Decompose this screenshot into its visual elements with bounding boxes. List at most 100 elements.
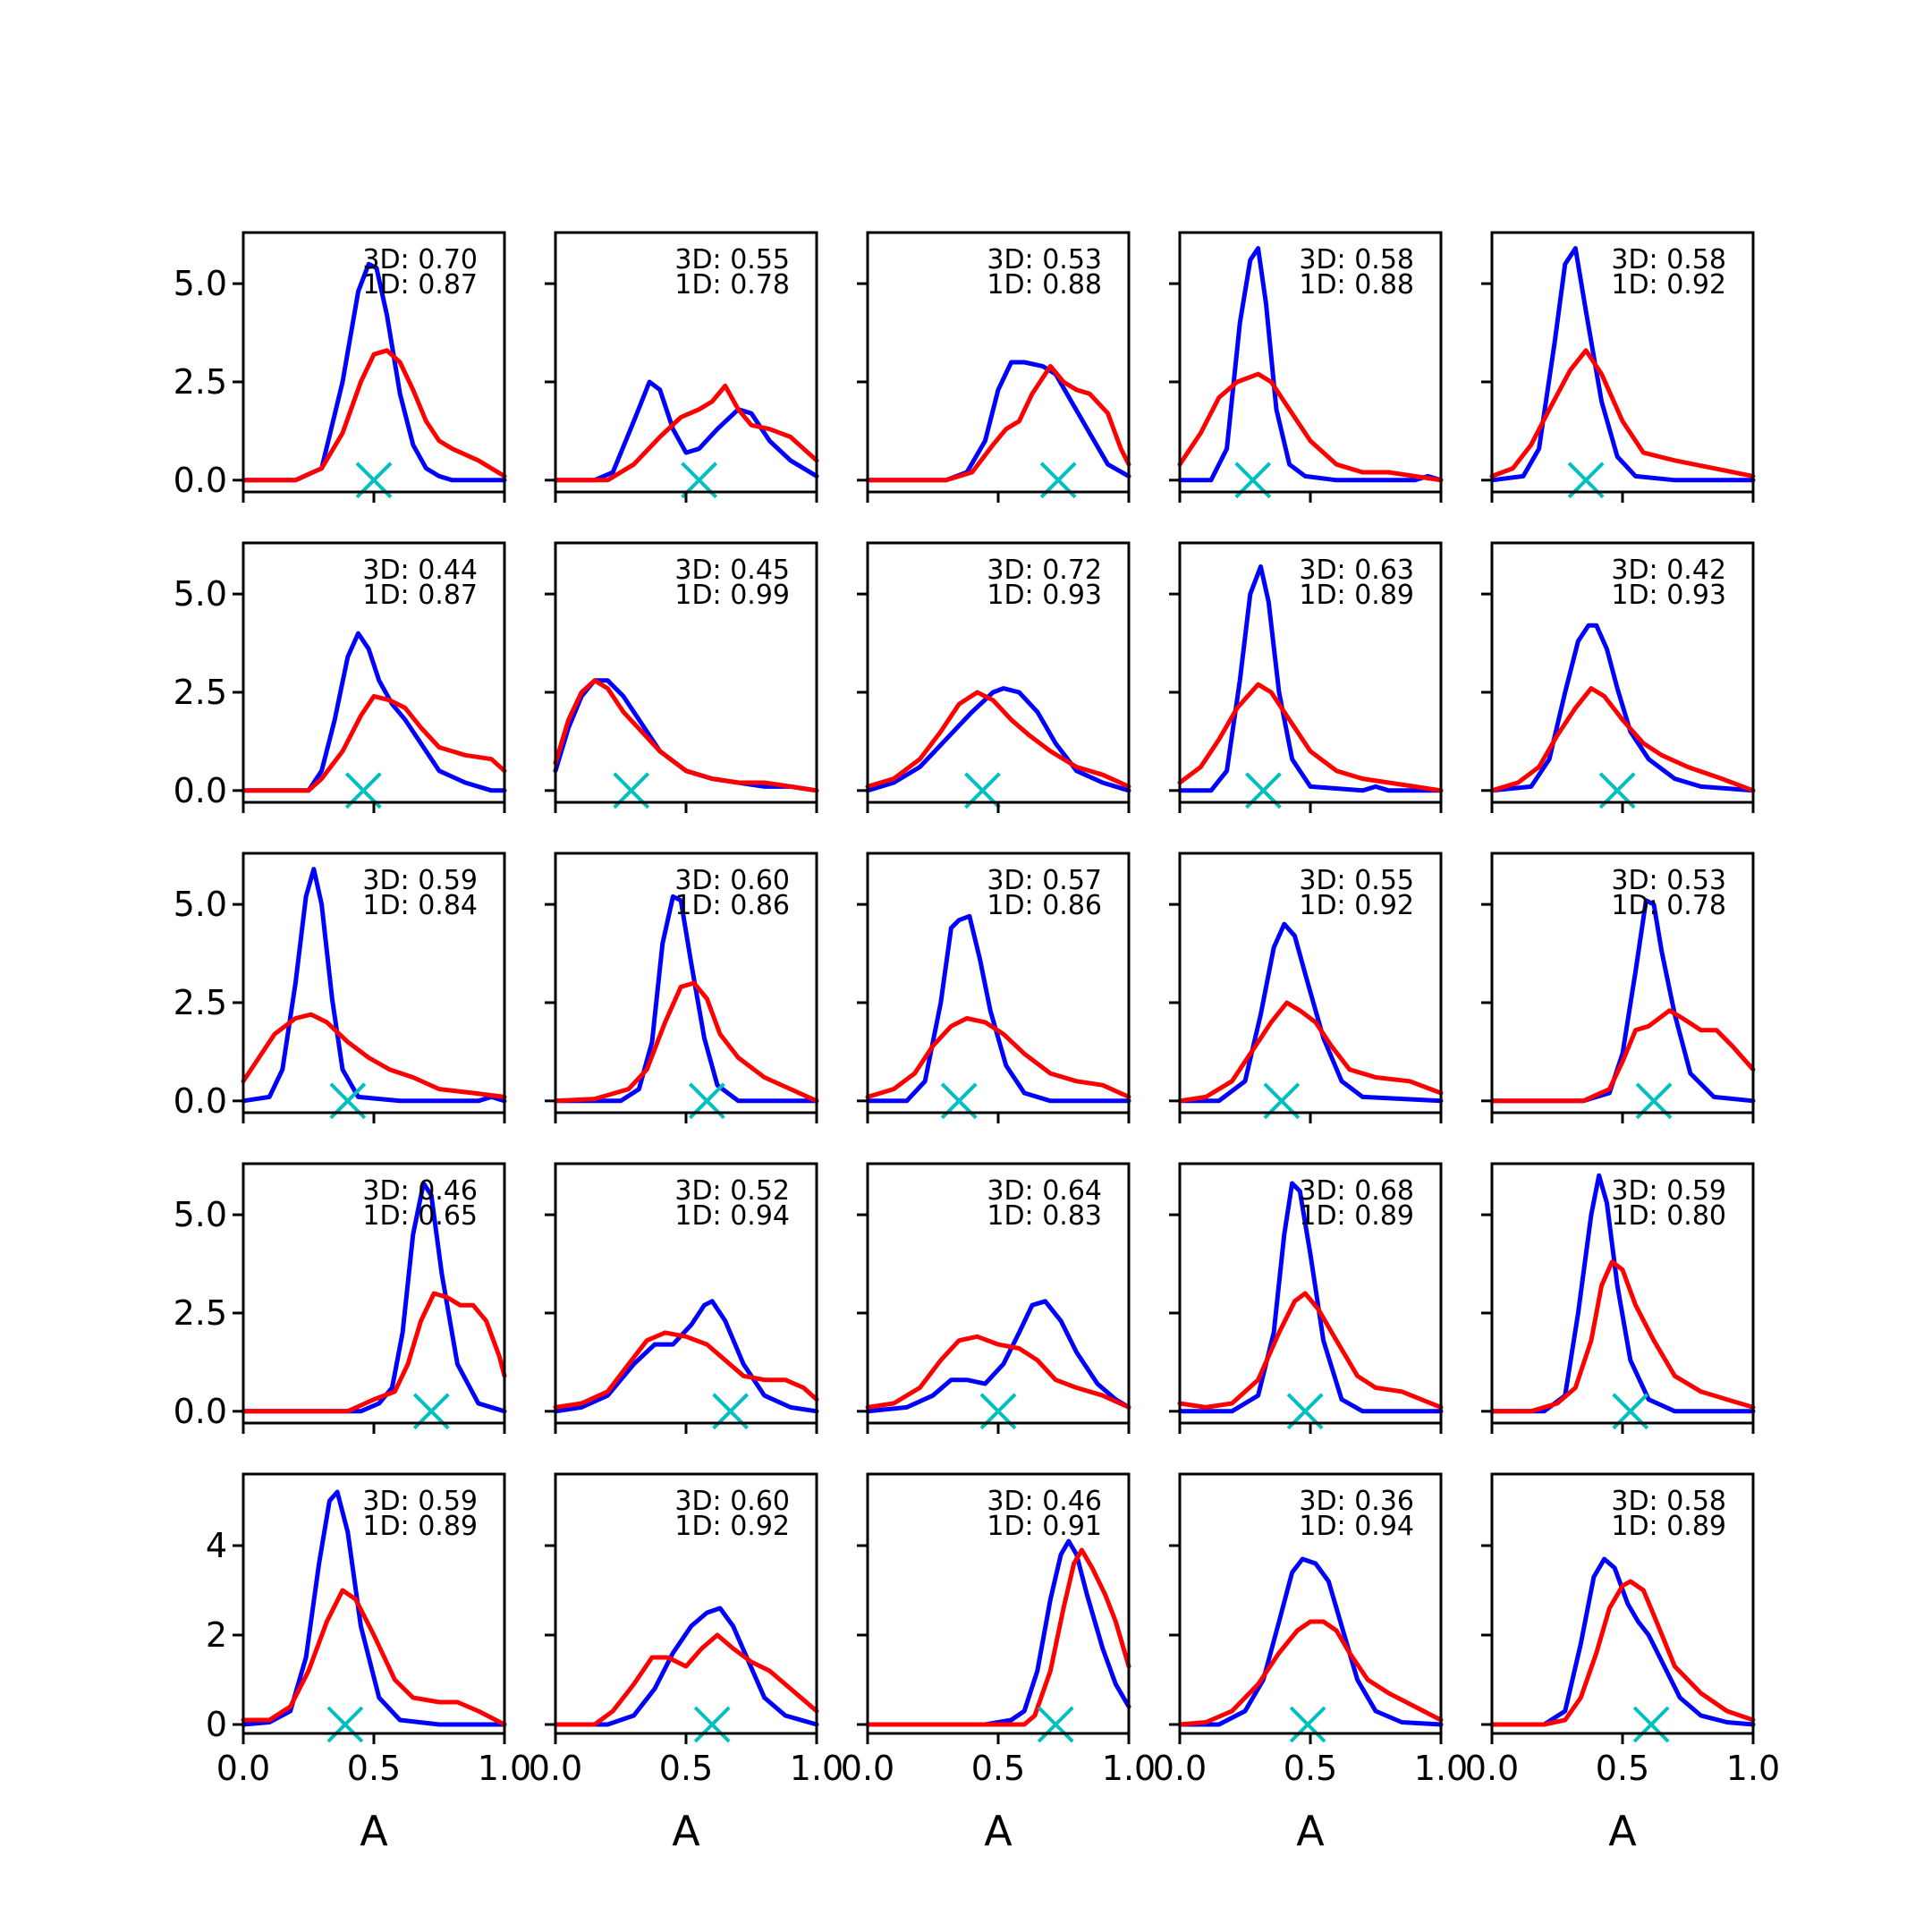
red-curve [1489, 1008, 1756, 1104]
red-curve [865, 690, 1131, 789]
y-tick-label: 2.5 [174, 362, 227, 402]
annotation-1d: 1D: 0.99 [674, 580, 790, 611]
annotation-1d: 1D: 0.91 [987, 1511, 1102, 1542]
red-curve [553, 1632, 819, 1727]
annotation-1d: 1D: 0.89 [1299, 1200, 1414, 1232]
blue-curve [865, 1538, 1131, 1727]
annotation-1d: 1D: 0.93 [987, 580, 1102, 611]
red-curve [1489, 1259, 1756, 1414]
annotation-1d: 1D: 0.87 [362, 269, 478, 301]
blue-curve [553, 1299, 819, 1414]
annotation-3d: 3D: 0.59 [362, 1486, 478, 1517]
y-tick-label: 5.0 [174, 264, 227, 303]
x-axis-label: A [1608, 1807, 1637, 1855]
blue-curve [241, 631, 507, 793]
x-tick-label: 0.5 [1596, 1749, 1649, 1788]
red-curve [1177, 1291, 1444, 1410]
marker-stroke [693, 1706, 731, 1743]
annotation-1d: 1D: 0.84 [362, 890, 478, 921]
true-value-marker [1632, 1706, 1670, 1743]
y-tick-label: 0 [206, 1705, 227, 1744]
true-value-marker [1037, 1706, 1074, 1743]
annotation-3d: 3D: 0.44 [362, 555, 478, 586]
annotation-3d: 3D: 0.36 [1299, 1486, 1414, 1517]
annotation-1d: 1D: 0.88 [987, 269, 1102, 301]
annotation-1d: 1D: 0.80 [1611, 1200, 1726, 1232]
y-tick-label: 0.0 [174, 771, 227, 810]
annotation-3d: 3D: 0.46 [362, 1175, 478, 1207]
red-curve [241, 1291, 507, 1414]
marker-stroke [1632, 1706, 1670, 1743]
annotation-1d: 1D: 0.94 [674, 1200, 790, 1232]
x-tick-label: 0.5 [971, 1749, 1025, 1788]
red-curve [865, 1334, 1131, 1410]
annotation-3d: 3D: 0.45 [674, 555, 790, 586]
annotation-3d: 3D: 0.55 [1299, 865, 1414, 896]
red-curve [865, 363, 1131, 483]
annotation-3d: 3D: 0.72 [987, 555, 1102, 586]
y-tick-label: 0.0 [174, 1081, 227, 1121]
red-curve [241, 1588, 507, 1727]
marker-stroke [326, 1706, 364, 1743]
blue-curve [1177, 564, 1444, 793]
x-tick-label: 0.0 [1465, 1749, 1519, 1788]
x-tick-label: 0.0 [841, 1749, 894, 1788]
red-curve [241, 1012, 507, 1099]
annotation-3d: 3D: 0.59 [362, 865, 478, 896]
annotation-3d: 3D: 0.53 [987, 244, 1102, 275]
annotation-1d: 1D: 0.87 [362, 580, 478, 611]
annotation-1d: 1D: 0.86 [987, 890, 1102, 921]
y-tick-label: 2.5 [174, 673, 227, 712]
blue-curve [241, 1181, 507, 1414]
blue-curve [553, 678, 819, 793]
annotation-3d: 3D: 0.60 [674, 865, 790, 896]
red-curve [1489, 686, 1756, 793]
x-tick-label: 0.0 [1153, 1749, 1207, 1788]
red-curve [1177, 682, 1444, 793]
blue-curve [241, 261, 507, 483]
x-tick-label: 0.5 [659, 1749, 713, 1788]
y-tick-label: 5.0 [174, 885, 227, 924]
x-tick-label: 1.0 [1102, 1749, 1156, 1788]
blue-curve [1489, 1556, 1756, 1727]
x-axis-label: A [672, 1807, 700, 1855]
red-curve [865, 1016, 1131, 1099]
annotation-1d: 1D: 0.92 [1611, 269, 1726, 301]
red-curve [553, 1330, 819, 1410]
annotation-1d: 1D: 0.83 [987, 1200, 1102, 1232]
blue-curve [241, 867, 507, 1104]
y-tick-label: 5.0 [174, 574, 227, 614]
x-tick-label: 0.0 [529, 1749, 582, 1788]
blue-curve [865, 1299, 1131, 1414]
annotation-3d: 3D: 0.68 [1299, 1175, 1414, 1207]
red-curve [553, 383, 819, 483]
annotation-3d: 3D: 0.58 [1299, 244, 1414, 275]
annotation-1d: 1D: 0.78 [674, 269, 790, 301]
annotation-3d: 3D: 0.64 [987, 1175, 1102, 1207]
blue-curve [865, 913, 1131, 1104]
annotation-3d: 3D: 0.57 [987, 865, 1102, 896]
marker-stroke [1289, 1706, 1326, 1743]
y-tick-label: 5.0 [174, 1195, 227, 1234]
red-curve [553, 678, 819, 793]
y-tick-label: 2 [206, 1615, 227, 1655]
y-tick-label: 0.0 [174, 1392, 227, 1431]
annotation-1d: 1D: 0.89 [362, 1511, 478, 1542]
red-curve [1489, 348, 1756, 479]
y-tick-label: 2.5 [174, 983, 227, 1022]
